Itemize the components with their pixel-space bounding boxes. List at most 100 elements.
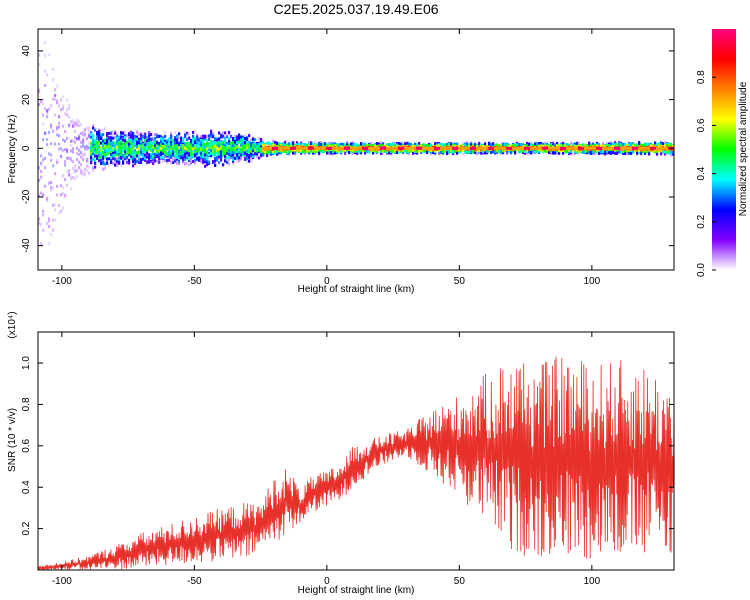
spectrogram-cell: [98, 148, 101, 152]
spectrogram-cell: [162, 137, 165, 141]
spectrogram-cell: [68, 169, 71, 173]
spectrogram-cell: [144, 143, 147, 147]
spectrogram-cell: [194, 150, 197, 154]
spectrogram-ridge-cell: [312, 146, 315, 150]
spectrogram-cell: [132, 151, 135, 155]
spectrogram-cell: [114, 147, 117, 151]
spectrogram-cell: [160, 144, 163, 148]
spectrogram-cell: [218, 139, 221, 143]
spectrogram-cell: [116, 142, 119, 146]
spectrogram-cell: [42, 113, 45, 117]
spectrogram-cell: [148, 155, 151, 159]
spectrogram-ridge-cell: [622, 146, 625, 150]
spectrogram-cell: [176, 141, 179, 144]
spectrogram-cell: [140, 161, 143, 164]
spectrogram-ridge-cell: [280, 146, 283, 150]
spectrogram-cell: [336, 150, 339, 154]
spectrogram-cell: [62, 107, 65, 111]
spectrogram-cell: [60, 98, 63, 102]
spectrogram-cell: [204, 151, 207, 155]
spectrogram-cell: [216, 156, 219, 160]
spectrogram-cell: [174, 145, 177, 149]
spectrogram-cell: [112, 155, 115, 159]
spectrogram-cell: [44, 107, 47, 111]
spectrogram-cell: [518, 143, 521, 146]
spectrogram-cell: [484, 142, 487, 146]
spectrogram-ridge-cell: [632, 146, 635, 150]
spectrogram-cell: [86, 164, 89, 168]
spectrogram-cell: [116, 160, 119, 164]
spectrogram-cell: [214, 151, 217, 155]
spectrogram-cell: [130, 130, 133, 134]
spectrogram-cell: [450, 149, 453, 153]
spectrogram-cell: [114, 159, 117, 163]
spectrogram-cell: [58, 142, 61, 146]
spectrogram-ridge-cell: [292, 146, 295, 150]
spectrogram-cell: [208, 138, 211, 141]
spectrogram-cell: [408, 142, 411, 146]
spectrogram-cell: [622, 152, 625, 155]
spectrogram-cell: [220, 158, 223, 162]
spectrogram-cell: [46, 109, 49, 113]
spectrogram-cell: [260, 142, 263, 146]
spectrogram-cell: [98, 151, 101, 155]
spectrogram-cell: [464, 143, 467, 147]
spectrogram-cell: [62, 191, 65, 195]
spectrogram-cell: [102, 144, 105, 148]
spectrogram-cell: [122, 148, 125, 152]
spectrogram-cell: [548, 151, 551, 154]
spectrogram-ridge-cell: [478, 146, 481, 150]
spectrogram-cell: [86, 137, 89, 141]
spectrogram-cell: [196, 133, 199, 137]
spectrogram-cell: [610, 151, 613, 154]
spectrogram-cell: [188, 158, 191, 162]
spectrogram-cell: [174, 154, 177, 158]
spectrogram-cell: [128, 138, 131, 142]
spectrogram-ridge-cell: [336, 146, 339, 150]
spectrogram-cell: [62, 138, 65, 142]
spectrogram-cell: [154, 139, 157, 143]
spectrogram-cell: [132, 131, 135, 135]
spectrogram-cell: [444, 149, 447, 153]
spectrogram-ridge-cell: [452, 146, 455, 150]
spectrogram-ridge-cell: [432, 146, 435, 150]
spectrogram-cell: [518, 150, 521, 154]
spectrogram-cell: [60, 184, 63, 188]
chart-title: C2E5.2025.037.19.49.E06: [273, 1, 438, 17]
spectrogram-cell: [132, 146, 135, 150]
spectrogram-cell: [76, 168, 79, 172]
spectrogram-cell: [116, 145, 119, 149]
spectrogram-cell: [252, 141, 255, 145]
spectrogram-cell: [632, 143, 635, 147]
spectrogram-cell: [190, 161, 193, 164]
spectrogram-cell: [110, 131, 113, 135]
spectrogram-cell: [206, 156, 209, 160]
spectrogram-cell: [328, 151, 331, 155]
spectrogram-cell: [40, 170, 43, 173]
spectrogram-cell: [296, 141, 299, 145]
spectrogram-cell: [158, 145, 161, 149]
spectrogram-cell: [420, 150, 423, 154]
spectrogram-cell: [218, 149, 221, 153]
spectrogram-cell: [108, 136, 111, 140]
spectrogram-cell: [138, 155, 141, 159]
spectrogram-cell: [146, 159, 149, 163]
spectrogram-cell: [126, 143, 129, 147]
spectrogram-ridge-cell: [302, 146, 305, 150]
spectrogram-cell: [634, 144, 637, 148]
spectrogram-cell: [260, 149, 263, 153]
spectrogram-cell: [176, 151, 179, 155]
spectrogram-cell: [246, 148, 249, 152]
spectrogram-cell: [48, 224, 51, 228]
spectrogram-cell: [74, 170, 77, 174]
spectrogram-cell: [72, 147, 75, 151]
spectrogram-cell: [242, 137, 245, 141]
spectrogram-cell: [498, 149, 501, 153]
spectrogram-cell: [292, 148, 295, 152]
spectrogram-cell: [466, 144, 469, 147]
spectrogram-ridge-cell: [328, 146, 331, 150]
spectrogram-cell: [396, 151, 399, 155]
spectrogram-ridge-cell: [422, 146, 425, 150]
spectrogram-cell: [104, 139, 107, 143]
